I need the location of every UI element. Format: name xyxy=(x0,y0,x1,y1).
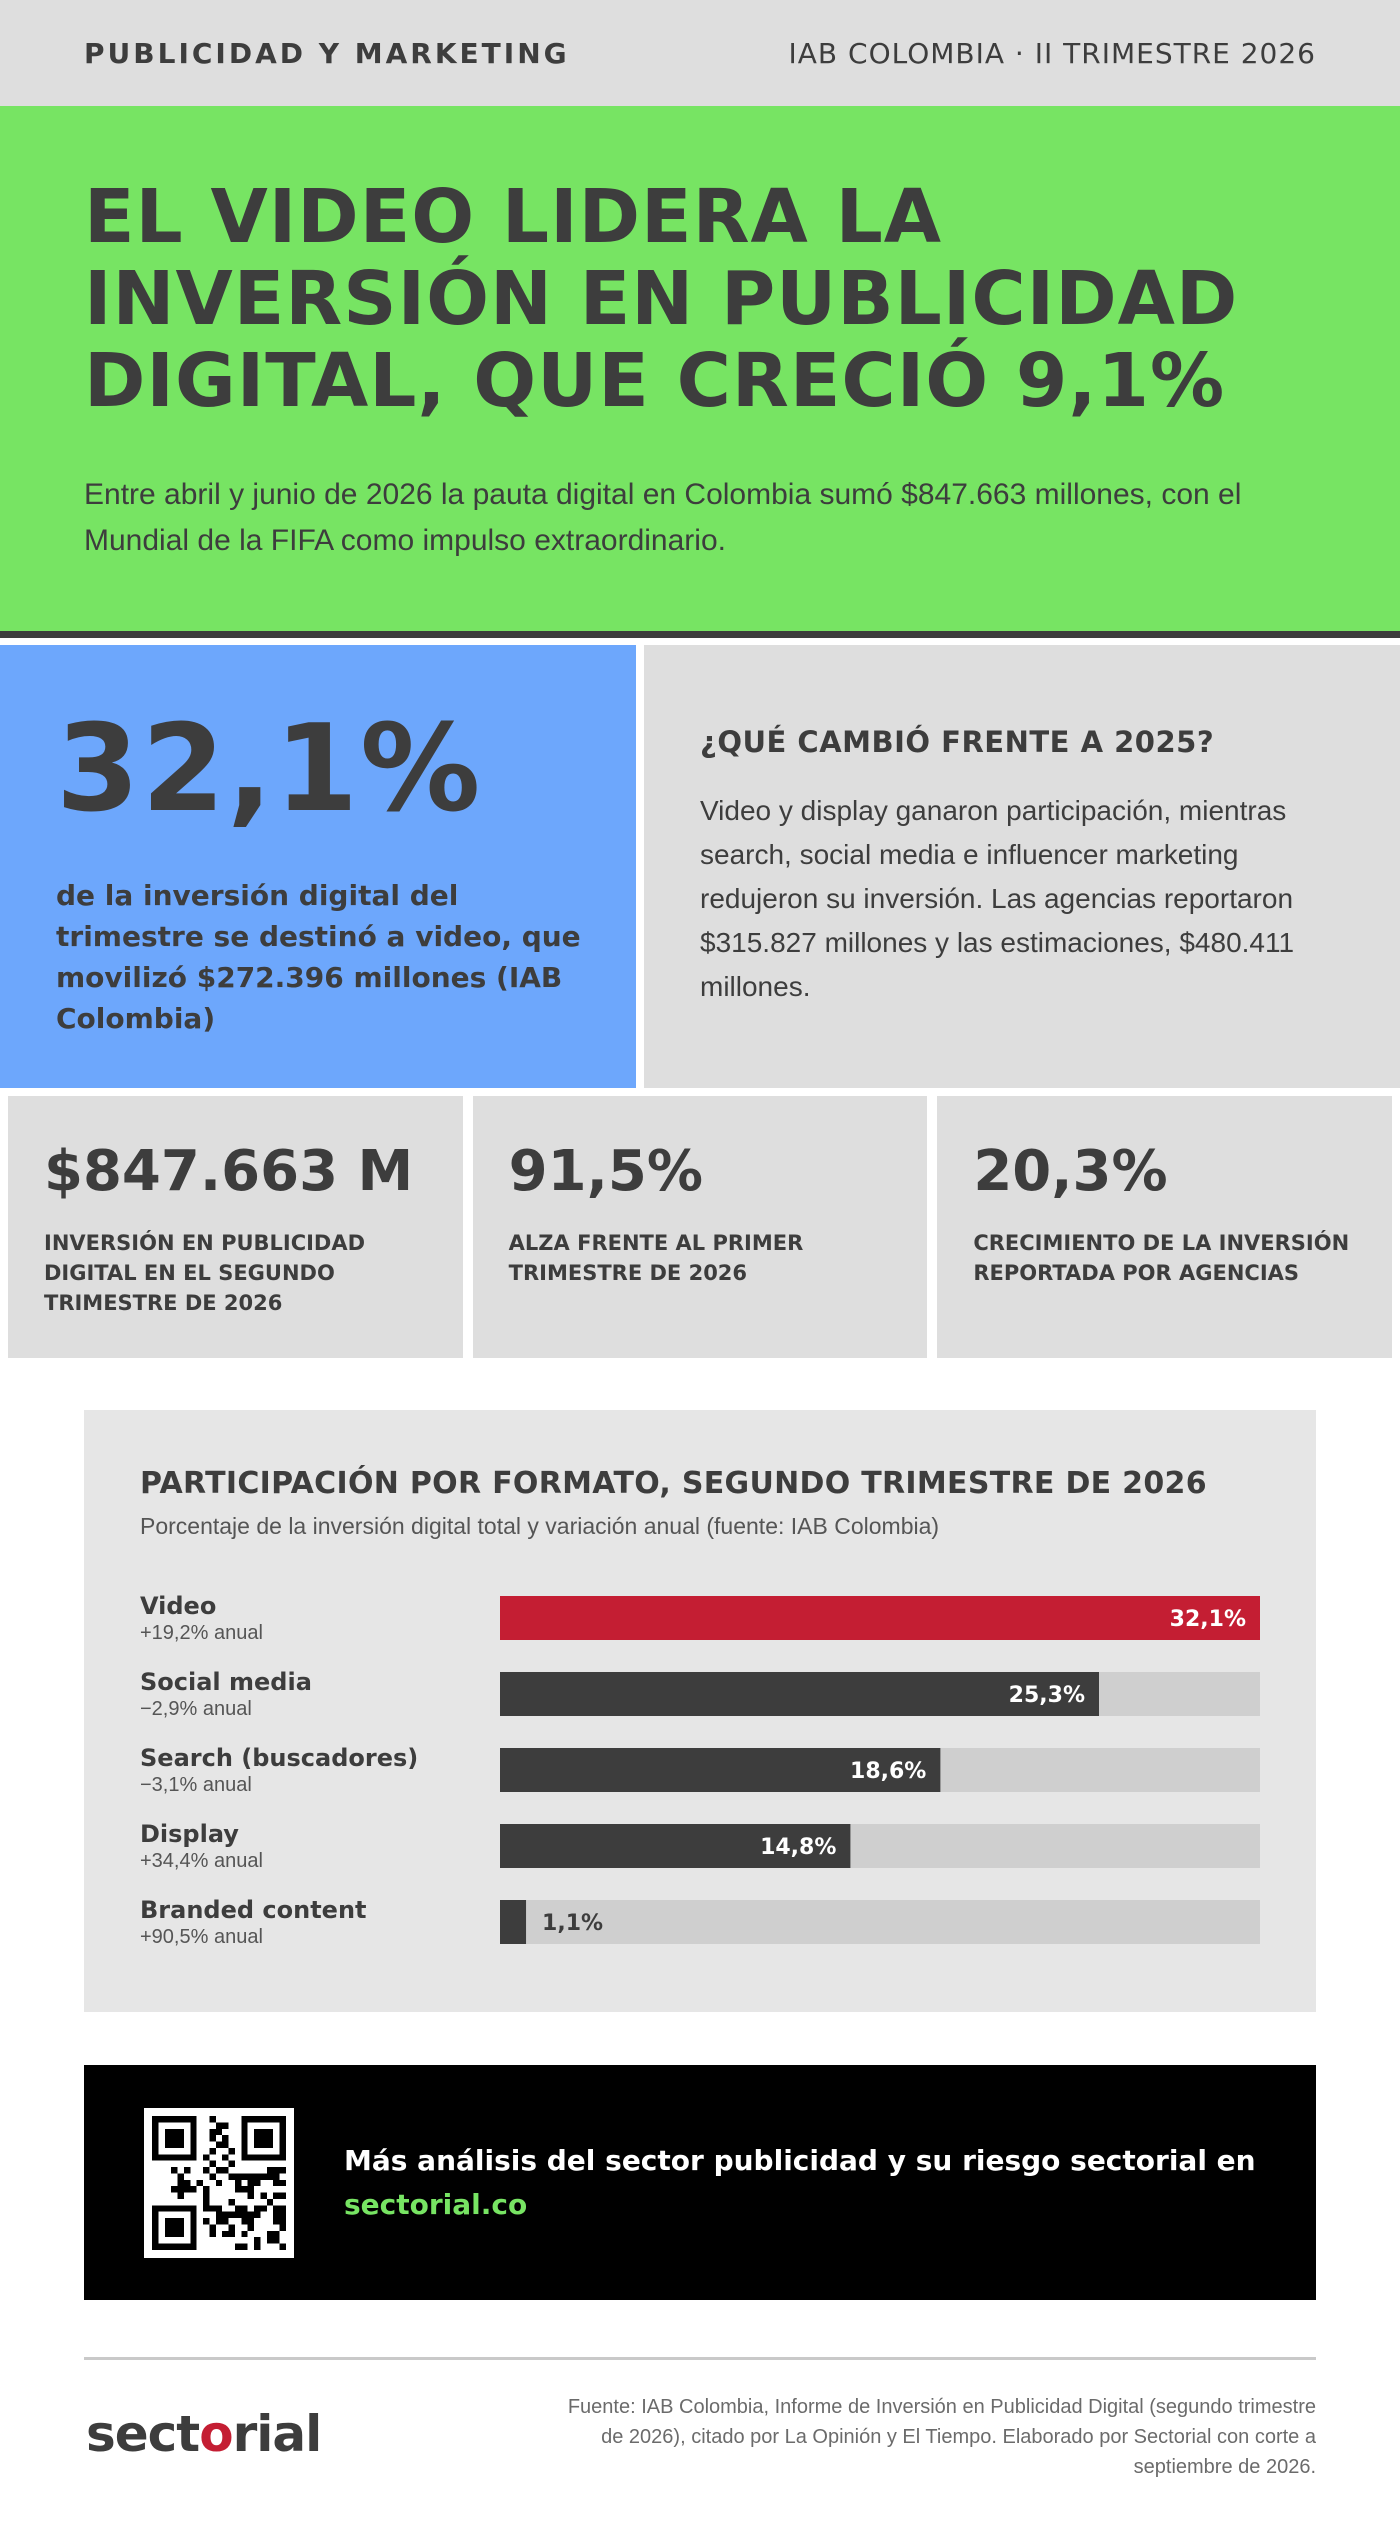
qr-code-icon[interactable] xyxy=(144,2107,294,2258)
category-label: Video xyxy=(140,1592,216,1620)
chart-subtitle: Porcentaje de la inversión digital total… xyxy=(140,1513,940,1539)
bar-value-label: 25,3% xyxy=(1009,1683,1085,1708)
category-label: Display xyxy=(140,1820,239,1848)
bar xyxy=(500,1824,851,1868)
sectorial-logo: sectorial xyxy=(86,2405,322,2463)
category-label: Branded content xyxy=(140,1896,367,1924)
highlight-value: 32,1% xyxy=(56,700,483,839)
highlight-stat-box: 32,1% de la inversión digital del trimes… xyxy=(0,645,636,1088)
edition-label: IAB COLOMBIA · II TRIMESTRE 2026 xyxy=(788,36,1316,70)
kpi-value: 20,3% xyxy=(973,1139,1168,1204)
headline: EL VIDEO LIDERA LA INVERSIÓN EN PUBLICID… xyxy=(84,174,1239,424)
annual-change-label: +19,2% anual xyxy=(140,1622,263,1644)
annual-change-label: −3,1% anual xyxy=(140,1774,252,1796)
bar-track xyxy=(500,1900,1260,1944)
format-share-chart: PARTICIPACIÓN POR FORMATO, SEGUNDO TRIME… xyxy=(84,1410,1316,2012)
footer-divider xyxy=(84,2357,1316,2360)
bar xyxy=(500,1596,1260,1640)
changes-title: ¿QUÉ CAMBIÓ FRENTE A 2025? xyxy=(700,725,1215,759)
lead-paragraph: Entre abril y junio de 2026 la pauta dig… xyxy=(84,478,1242,557)
annual-change-label: −2,9% anual xyxy=(140,1698,252,1720)
cta-text-block: Más análisis del sector publicidad y su … xyxy=(344,2139,1256,2227)
bar-value-label: 18,6% xyxy=(850,1759,926,1784)
bar-value-label: 14,8% xyxy=(760,1835,836,1860)
annual-change-label: +34,4% anual xyxy=(140,1850,263,1872)
kpi-card-investment: $847.663 M INVERSIÓN EN PUBLICIDAD DIGIT… xyxy=(8,1096,463,1358)
annual-change-label: +90,5% anual xyxy=(140,1926,263,1948)
bar-value-label: 1,1% xyxy=(542,1911,603,1936)
kpi-label: INVERSIÓN EN PUBLICIDAD DIGITAL EN EL SE… xyxy=(44,1231,366,1315)
kpi-card-agency-growth: 20,3% CRECIMIENTO DE LA INVERSIÓN REPORT… xyxy=(937,1096,1393,1358)
kpi-card-quarterly-growth: 91,5% ALZA FRENTE AL PRIMER TRIMESTRE DE… xyxy=(472,1096,928,1358)
hero-banner: EL VIDEO LIDERA LA INVERSIÓN EN PUBLICID… xyxy=(0,106,1400,638)
bar xyxy=(500,1900,527,1944)
bar xyxy=(500,1672,1100,1716)
section-label: PUBLICIDAD Y MARKETING xyxy=(84,36,570,70)
bar-chart-svg: Video+19,2% anual 32,1% Social media−2,9% … xyxy=(140,1592,1260,1948)
bar-value-label: 32,1% xyxy=(1170,1607,1246,1632)
cta-banner[interactable]: Más análisis del sector publicidad y su … xyxy=(84,2065,1316,2300)
cta-link[interactable]: sectorial.co xyxy=(344,2187,528,2221)
kpi-value: 91,5% xyxy=(508,1139,703,1204)
changes-box: ¿QUÉ CAMBIÓ FRENTE A 2025? Video y displ… xyxy=(644,645,1400,1088)
bar xyxy=(500,1748,941,1792)
kpi-row: $847.663 M INVERSIÓN EN PUBLICIDAD DIGIT… xyxy=(8,1096,1393,1358)
category-label: Search (buscadores) xyxy=(140,1744,418,1772)
changes-body: Video y display ganaron participación, m… xyxy=(700,795,1295,1002)
top-bar: PUBLICIDAD Y MARKETING IAB COLOMBIA · II… xyxy=(0,0,1400,106)
kpi-label: ALZA FRENTE AL PRIMER TRIMESTRE DE 2026 xyxy=(508,1231,804,1285)
cta-text: Más análisis del sector publicidad y su … xyxy=(344,2143,1256,2177)
highlight-description: de la inversión digital del trimestre se… xyxy=(56,879,581,1035)
kpi-label: CRECIMIENTO DE LA INVERSIÓN REPORTADA PO… xyxy=(973,1231,1350,1285)
kpi-value: $847.663 M xyxy=(44,1139,414,1204)
chart-title: PARTICIPACIÓN POR FORMATO, SEGUNDO TRIME… xyxy=(140,1466,1207,1501)
category-label: Social media xyxy=(140,1668,312,1696)
source-note: Fuente: IAB Colombia, Informe de Inversi… xyxy=(567,2396,1316,2478)
